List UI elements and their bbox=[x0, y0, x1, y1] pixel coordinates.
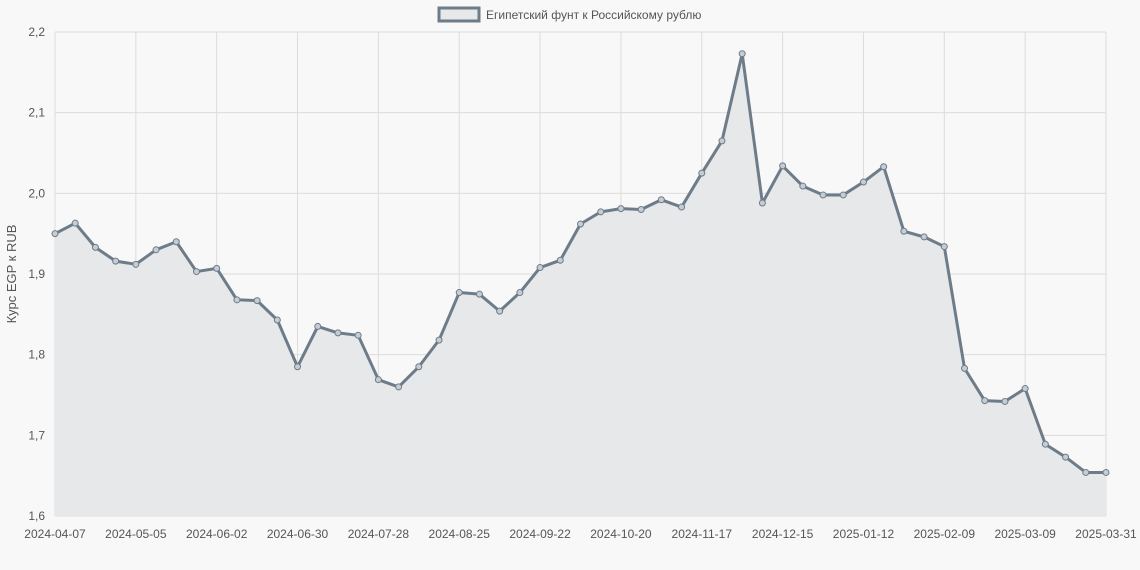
data-point[interactable] bbox=[1082, 468, 1090, 476]
data-point[interactable] bbox=[718, 137, 726, 145]
x-tick-label: 2024-04-07 bbox=[24, 527, 86, 541]
legend[interactable]: Египетский фунт к Российскому рублю bbox=[437, 6, 701, 23]
legend-label[interactable]: Египетский фунт к Российскому рублю bbox=[486, 8, 701, 22]
data-point[interactable] bbox=[374, 376, 382, 384]
data-point[interactable] bbox=[395, 383, 403, 391]
data-point[interactable] bbox=[71, 219, 79, 227]
data-point[interactable] bbox=[536, 264, 544, 272]
data-point[interactable] bbox=[617, 205, 625, 213]
x-tick-label: 2024-06-30 bbox=[267, 527, 329, 541]
data-point[interactable] bbox=[1102, 468, 1110, 476]
data-point[interactable] bbox=[1062, 453, 1070, 461]
legend-swatch[interactable] bbox=[437, 6, 481, 23]
y-tick-label: 1,8 bbox=[28, 348, 45, 362]
data-point[interactable] bbox=[1001, 397, 1009, 405]
data-point[interactable] bbox=[273, 316, 281, 324]
data-point[interactable] bbox=[112, 257, 120, 265]
data-point[interactable] bbox=[314, 322, 322, 330]
x-tick-label: 2024-12-15 bbox=[752, 527, 814, 541]
data-point[interactable] bbox=[496, 307, 504, 315]
data-point[interactable] bbox=[779, 162, 787, 170]
data-point[interactable] bbox=[597, 208, 605, 216]
data-point[interactable] bbox=[253, 297, 261, 305]
data-point[interactable] bbox=[51, 230, 59, 238]
series-area bbox=[55, 53, 1106, 516]
data-point[interactable] bbox=[940, 243, 948, 251]
data-point[interactable] bbox=[1041, 440, 1049, 448]
y-tick-label: 2,2 bbox=[28, 25, 45, 39]
data-point[interactable] bbox=[294, 363, 302, 371]
data-point[interactable] bbox=[799, 182, 807, 190]
data-point[interactable] bbox=[859, 178, 867, 186]
data-point[interactable] bbox=[354, 331, 362, 339]
data-point[interactable] bbox=[516, 289, 524, 297]
data-point[interactable] bbox=[900, 227, 908, 235]
x-tick-label: 2024-09-22 bbox=[509, 527, 571, 541]
data-point[interactable] bbox=[192, 268, 200, 276]
area-layer bbox=[55, 53, 1106, 516]
data-point[interactable] bbox=[415, 363, 423, 371]
x-axis-ticks: 2024-04-07 2024-05-05 2024-06-02 2024-06-30… bbox=[24, 527, 1137, 541]
data-point[interactable] bbox=[738, 50, 746, 58]
data-point[interactable] bbox=[91, 243, 99, 251]
data-point[interactable] bbox=[556, 256, 564, 264]
x-tick-label: 2024-08-25 bbox=[429, 527, 491, 541]
x-tick-label: 2025-03-09 bbox=[994, 527, 1056, 541]
y-tick-label: 1,9 bbox=[28, 267, 45, 281]
x-tick-label: 2024-10-20 bbox=[590, 527, 652, 541]
data-point[interactable] bbox=[475, 290, 483, 298]
data-point[interactable] bbox=[920, 233, 928, 241]
x-tick-label: 2025-01-12 bbox=[833, 527, 895, 541]
y-axis-ticks: 1,6 1,7 1,8 1,9 2,0 2,1 2,2 bbox=[28, 25, 45, 523]
x-tick-label: 2024-06-02 bbox=[186, 527, 248, 541]
data-point[interactable] bbox=[839, 191, 847, 199]
data-point[interactable] bbox=[334, 329, 342, 337]
data-point[interactable] bbox=[758, 199, 766, 207]
x-tick-label: 2025-03-31 bbox=[1075, 527, 1137, 541]
data-point[interactable] bbox=[637, 205, 645, 213]
x-tick-label: 2024-05-05 bbox=[105, 527, 167, 541]
data-point[interactable] bbox=[455, 289, 463, 297]
point-layer bbox=[51, 50, 1110, 476]
data-point[interactable] bbox=[172, 238, 180, 246]
data-point[interactable] bbox=[880, 163, 888, 171]
data-point[interactable] bbox=[657, 196, 665, 204]
data-point[interactable] bbox=[435, 336, 443, 344]
data-point[interactable] bbox=[698, 169, 706, 177]
data-point[interactable] bbox=[981, 397, 989, 405]
data-point[interactable] bbox=[961, 364, 969, 372]
y-axis-title: Курс EGP к RUB bbox=[4, 225, 19, 324]
data-point[interactable] bbox=[1021, 385, 1029, 393]
data-point[interactable] bbox=[132, 260, 140, 268]
data-point[interactable] bbox=[213, 264, 221, 272]
data-point[interactable] bbox=[577, 220, 584, 228]
x-tick-label: 2024-07-28 bbox=[348, 527, 410, 541]
y-tick-label: 2,0 bbox=[28, 186, 45, 200]
y-tick-label: 1,6 bbox=[28, 509, 45, 523]
y-tick-label: 2,1 bbox=[28, 106, 45, 120]
data-point[interactable] bbox=[819, 191, 827, 199]
data-point[interactable] bbox=[152, 246, 160, 254]
data-point[interactable] bbox=[233, 296, 241, 304]
data-point[interactable] bbox=[678, 203, 686, 211]
x-tick-label: 2025-02-09 bbox=[914, 527, 976, 541]
x-tick-label: 2024-11-17 bbox=[672, 527, 733, 541]
y-tick-label: 1,7 bbox=[28, 428, 45, 442]
